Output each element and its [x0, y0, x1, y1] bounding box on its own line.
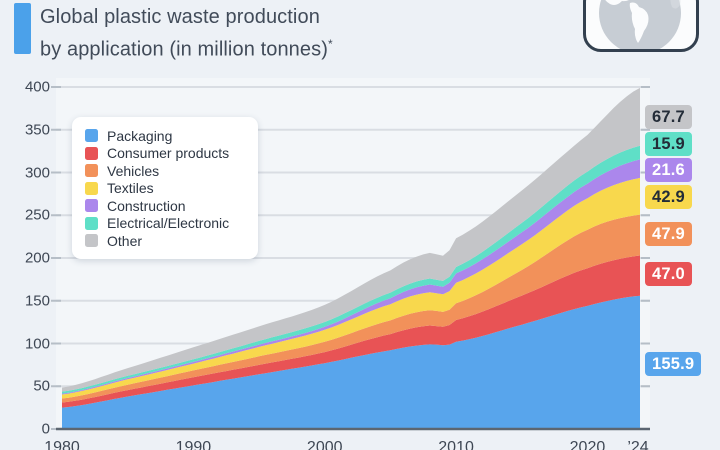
legend-item-packaging: Packaging: [85, 127, 246, 145]
legend-item-consumer-products: Consumer products: [85, 145, 246, 163]
legend: Packaging Consumer products Vehicles Textil…: [72, 117, 258, 259]
legend-label: Electrical/Electronic: [107, 215, 230, 232]
globe-americas-icon: [583, 0, 699, 52]
x-axis-label-2024: ’24: [627, 439, 649, 450]
y-axis-label-400: 400: [24, 78, 50, 96]
title-accent-bar: [14, 3, 31, 54]
y-axis-label-150: 150: [24, 292, 50, 310]
legend-item-textiles: Textiles: [85, 180, 246, 198]
legend-item-other: Other: [85, 232, 246, 250]
legend-label: Other: [107, 232, 143, 249]
value-badge-other: 67.7: [645, 105, 692, 129]
x-axis-label-1990: 1990: [175, 439, 212, 450]
chart-title-line1: Global plastic waste production: [40, 6, 320, 28]
legend-label: Construction: [107, 197, 186, 214]
y-axis-label-0: 0: [41, 420, 50, 438]
y-axis-label-350: 350: [24, 121, 50, 139]
value-badge-packaging: 155.9: [645, 352, 702, 376]
legend-swatch: [85, 164, 98, 178]
value-badge-vehicles: 47.9: [645, 222, 692, 246]
value-badge-consumer-products: 47.0: [645, 262, 692, 286]
y-axis-label-50: 50: [33, 377, 50, 395]
value-badge-electrical-electronic: 15.9: [645, 132, 692, 156]
legend-item-electrical-electronic: Electrical/Electronic: [85, 215, 246, 233]
x-axis-label-2020: 2020: [569, 439, 606, 450]
legend-item-vehicles: Vehicles: [85, 162, 246, 180]
area-packaging: [62, 295, 640, 429]
y-axis-label-300: 300: [24, 164, 50, 181]
y-axis-label-100: 100: [24, 335, 50, 352]
legend-label: Textiles: [107, 180, 154, 197]
legend-swatch: [85, 146, 98, 160]
globe-americas-graphic: [599, 0, 681, 49]
y-axis-label-250: 250: [24, 206, 50, 224]
legend-swatch: [85, 129, 98, 143]
x-axis-label-2010: 2010: [438, 439, 474, 450]
legend-swatch: [85, 234, 98, 248]
legend-label: Consumer products: [107, 145, 230, 162]
chart-title: Global plastic waste production by appli…: [40, 4, 333, 64]
x-axis-label-1980: 1980: [44, 439, 80, 450]
legend-swatch: [85, 181, 98, 195]
x-axis-label-2000: 2000: [306, 439, 343, 450]
legend-label: Packaging: [107, 127, 173, 144]
legend-swatch: [85, 199, 98, 213]
chart-title-line2: by application (in million tonnes)*: [40, 37, 333, 61]
area-consumer-products: [62, 255, 640, 408]
legend-label: Vehicles: [107, 162, 160, 179]
legend-swatch: [85, 216, 98, 230]
y-axis-label-200: 200: [24, 249, 50, 267]
legend-item-construction: Construction: [85, 197, 246, 215]
footnote-marker: *: [328, 37, 333, 51]
value-badge-construction: 21.6: [645, 158, 692, 182]
value-badge-textiles: 42.9: [645, 185, 692, 209]
area-vehicles: [62, 214, 640, 403]
